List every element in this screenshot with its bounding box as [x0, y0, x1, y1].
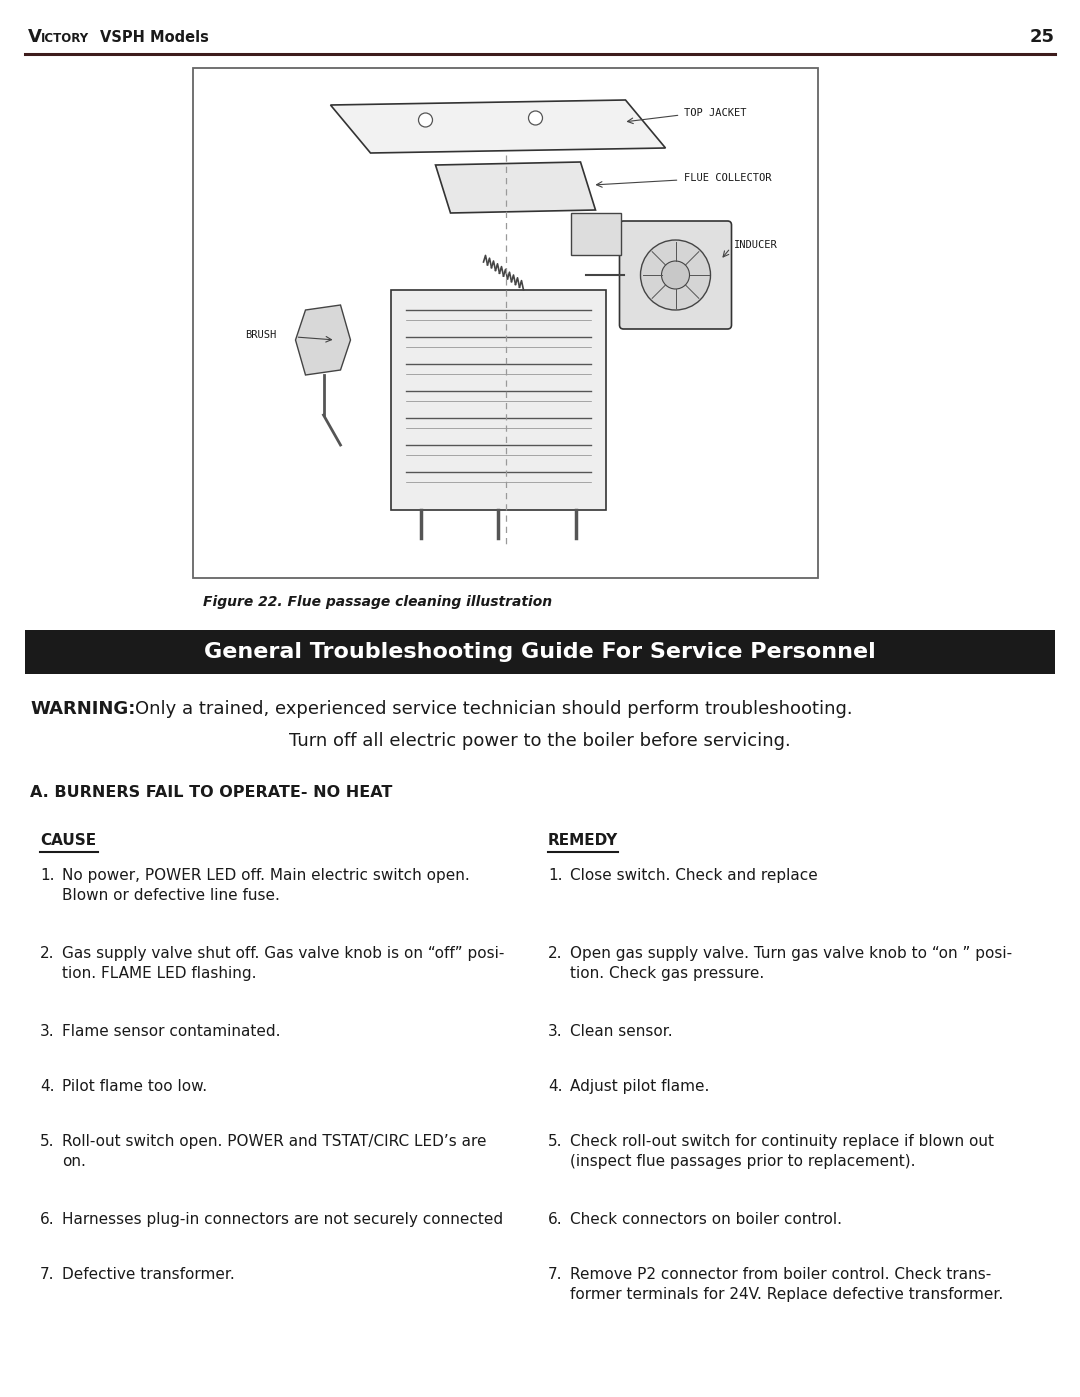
Circle shape [640, 240, 711, 310]
Polygon shape [296, 305, 351, 374]
Text: Clean sensor.: Clean sensor. [570, 1024, 673, 1039]
Text: INDUCER: INDUCER [733, 240, 778, 250]
Text: Close switch. Check and replace: Close switch. Check and replace [570, 868, 818, 883]
Text: Pilot flame too low.: Pilot flame too low. [62, 1078, 207, 1094]
Text: Figure 22. Flue passage cleaning illustration: Figure 22. Flue passage cleaning illustr… [203, 595, 552, 609]
Text: General Troubleshooting Guide For Service Personnel: General Troubleshooting Guide For Servic… [204, 643, 876, 662]
Text: 2.: 2. [548, 946, 563, 961]
Text: No power, POWER LED off. Main electric switch open.
Blown or defective line fuse: No power, POWER LED off. Main electric s… [62, 868, 470, 902]
Text: Harnesses plug-in connectors are not securely connected: Harnesses plug-in connectors are not sec… [62, 1213, 503, 1227]
Text: 4.: 4. [40, 1078, 54, 1094]
Text: Check connectors on boiler control.: Check connectors on boiler control. [570, 1213, 842, 1227]
Text: 2.: 2. [40, 946, 54, 961]
Text: 6.: 6. [548, 1213, 563, 1227]
Text: ICTORY: ICTORY [41, 32, 90, 45]
Text: TOP JACKET: TOP JACKET [684, 108, 746, 117]
Text: Roll-out switch open. POWER and TSTAT/CIRC LED’s are
on.: Roll-out switch open. POWER and TSTAT/CI… [62, 1134, 486, 1169]
Text: VSPH Models: VSPH Models [100, 29, 208, 45]
Circle shape [528, 110, 542, 124]
Text: BRUSH: BRUSH [245, 330, 276, 339]
Text: 25: 25 [1030, 28, 1055, 46]
Text: Adjust pilot flame.: Adjust pilot flame. [570, 1078, 710, 1094]
Text: 4.: 4. [548, 1078, 563, 1094]
Text: Open gas supply valve. Turn gas valve knob to “on ” posi-
tion. Check gas pressu: Open gas supply valve. Turn gas valve kn… [570, 946, 1012, 981]
Text: 1.: 1. [40, 868, 54, 883]
Text: 3.: 3. [548, 1024, 563, 1039]
Circle shape [661, 261, 689, 289]
Text: 1.: 1. [548, 868, 563, 883]
Text: Gas supply valve shut off. Gas valve knob is on “off” posi-
tion. FLAME LED flas: Gas supply valve shut off. Gas valve kno… [62, 946, 504, 981]
Text: 7.: 7. [548, 1267, 563, 1282]
Text: 5.: 5. [40, 1134, 54, 1148]
Bar [391, 291, 606, 510]
Text: Defective transformer.: Defective transformer. [62, 1267, 234, 1282]
Text: V: V [28, 28, 42, 46]
Text: 3.: 3. [40, 1024, 55, 1039]
Text: 5.: 5. [548, 1134, 563, 1148]
Circle shape [419, 113, 432, 127]
Text: FLUE COLLECTOR: FLUE COLLECTOR [684, 173, 771, 183]
Polygon shape [435, 162, 595, 212]
Text: Remove P2 connector from boiler control. Check trans-
former terminals for 24V. : Remove P2 connector from boiler control.… [570, 1267, 1003, 1302]
Text: Only a trained, experienced service technician should perform troubleshooting.: Only a trained, experienced service tech… [135, 700, 852, 718]
Text: CAUSE: CAUSE [40, 833, 96, 848]
Text: Check roll-out switch for continuity replace if blown out
(inspect flue passages: Check roll-out switch for continuity rep… [570, 1134, 994, 1169]
Text: WARNING:: WARNING: [30, 700, 135, 718]
Polygon shape [330, 101, 665, 154]
Text: 6.: 6. [40, 1213, 55, 1227]
Polygon shape [570, 212, 621, 256]
Text: Flame sensor contaminated.: Flame sensor contaminated. [62, 1024, 281, 1039]
Text: REMEDY: REMEDY [548, 833, 618, 848]
Bar [193, 68, 818, 578]
Text: A. BURNERS FAIL TO OPERATE- NO HEAT: A. BURNERS FAIL TO OPERATE- NO HEAT [30, 785, 392, 800]
FancyBboxPatch shape [620, 221, 731, 330]
Bar [25, 630, 1055, 673]
Text: Turn off all electric power to the boiler before servicing.: Turn off all electric power to the boile… [289, 732, 791, 750]
Text: 7.: 7. [40, 1267, 54, 1282]
